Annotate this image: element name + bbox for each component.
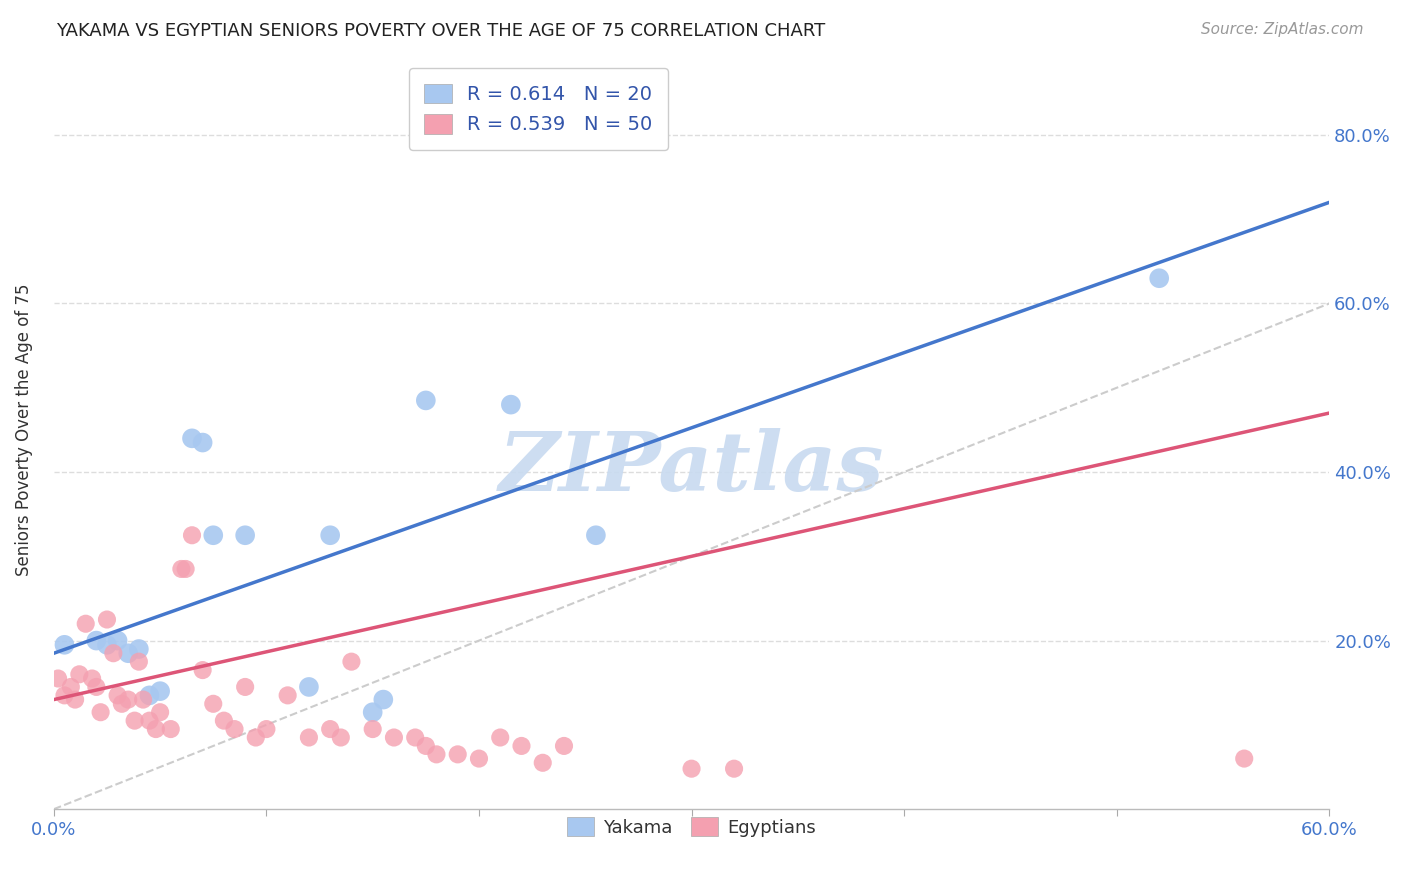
Point [117,692,139,706]
Point [382,731,405,745]
Point [361,705,384,719]
Point [499,398,522,412]
Point [298,680,321,694]
Point [107,689,129,703]
Point [585,528,607,542]
Text: ZIPatlas: ZIPatlas [499,428,884,508]
Point [128,655,150,669]
Point [138,689,160,703]
Point [202,528,225,542]
Point [319,722,342,736]
Point [373,692,395,706]
Point [681,762,703,776]
Point [86,633,108,648]
Point [107,633,129,648]
Text: YAKAMA VS EGYPTIAN SENIORS POVERTY OVER THE AGE OF 75 CORRELATION CHART: YAKAMA VS EGYPTIAN SENIORS POVERTY OVER … [56,22,825,40]
Point [415,393,437,408]
Point [86,680,108,694]
Point [124,714,146,728]
Legend: Yakama, Egyptians: Yakama, Egyptians [558,808,825,846]
Point [145,722,167,736]
Point [181,431,204,445]
Point [447,747,470,762]
Point [53,638,76,652]
Point [254,722,277,736]
Point [489,731,512,745]
Point [59,680,82,694]
Point [510,739,533,753]
Point [425,747,447,762]
Point [128,642,150,657]
Point [1233,751,1256,765]
Point [82,672,104,686]
Point [67,667,90,681]
Point [103,646,125,660]
Point [1147,271,1170,285]
Point [404,731,426,745]
Point [531,756,554,770]
Point [340,655,363,669]
Point [233,528,256,542]
Point [96,638,118,652]
Point [75,616,97,631]
Text: Source: ZipAtlas.com: Source: ZipAtlas.com [1201,22,1364,37]
Point [46,672,69,686]
Point [174,562,197,576]
Point [319,528,342,542]
Point [245,731,267,745]
Point [138,714,160,728]
Point [212,714,235,728]
Point [233,680,256,694]
Point [181,528,204,542]
Point [361,722,384,736]
Point [149,684,172,698]
Point [298,731,321,745]
Point [96,613,118,627]
Point [553,739,575,753]
Y-axis label: Seniors Poverty Over the Age of 75: Seniors Poverty Over the Age of 75 [15,284,32,576]
Point [468,751,491,765]
Point [277,689,299,703]
Point [53,689,76,703]
Point [329,731,352,745]
Point [117,646,139,660]
Point [723,762,745,776]
Point [63,692,86,706]
Point [132,692,155,706]
Point [224,722,246,736]
Point [415,739,437,753]
Point [191,663,214,677]
Point [202,697,225,711]
Point [191,435,214,450]
Point [90,705,112,719]
Point [159,722,181,736]
Point [170,562,193,576]
Point [111,697,134,711]
Point [149,705,172,719]
